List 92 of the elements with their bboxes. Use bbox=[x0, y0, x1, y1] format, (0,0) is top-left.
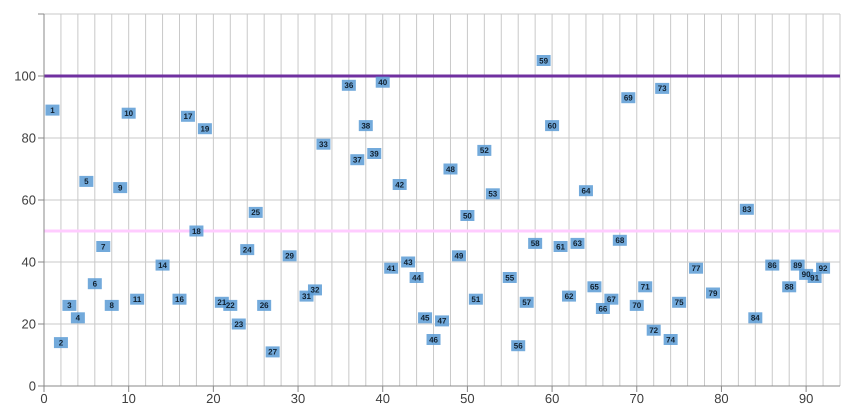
annotation: 32 bbox=[310, 286, 320, 295]
annotation: 61 bbox=[556, 242, 566, 252]
y-tick-label: 60 bbox=[22, 192, 36, 208]
annotation: 7 bbox=[101, 242, 106, 252]
annotation: 62 bbox=[564, 292, 574, 301]
annotation: 89 bbox=[793, 260, 803, 270]
annotation: 46 bbox=[429, 335, 439, 344]
annotation: 14 bbox=[158, 260, 168, 270]
annotation: 86 bbox=[768, 260, 778, 270]
annotation: 68 bbox=[615, 236, 625, 246]
y-tick-label: 20 bbox=[22, 316, 36, 332]
annotation: 23 bbox=[234, 320, 244, 329]
annotation: 19 bbox=[200, 124, 210, 134]
annotation: 9 bbox=[118, 183, 123, 192]
annotation: 10 bbox=[124, 109, 134, 118]
annotation: 71 bbox=[640, 282, 650, 292]
annotation: 1 bbox=[50, 106, 56, 115]
annotation: 37 bbox=[352, 156, 362, 165]
annotation: 24 bbox=[242, 245, 252, 254]
annotation: 47 bbox=[438, 316, 447, 326]
annotation: 22 bbox=[226, 301, 236, 310]
x-tick-label: 40 bbox=[375, 391, 390, 406]
x-tick-label: 90 bbox=[798, 391, 814, 406]
annotation: 79 bbox=[708, 288, 718, 298]
annotation: 8 bbox=[110, 301, 115, 310]
x-tick-label: 20 bbox=[206, 391, 221, 406]
annotation: 72 bbox=[649, 326, 659, 336]
annotation: 38 bbox=[361, 121, 371, 130]
annotation: 53 bbox=[488, 190, 498, 199]
annotation: 67 bbox=[606, 295, 616, 304]
annotation: 40 bbox=[378, 78, 388, 88]
x-tick-label: 0 bbox=[40, 391, 48, 406]
annotation: 73 bbox=[658, 84, 668, 94]
annotation: 21 bbox=[217, 298, 227, 308]
annotation: 70 bbox=[632, 301, 642, 310]
annotation: 4 bbox=[76, 314, 81, 323]
annotation: 41 bbox=[386, 264, 396, 274]
annotation: 39 bbox=[370, 149, 380, 158]
annotation: 75 bbox=[674, 298, 684, 308]
x-tick-label: 10 bbox=[121, 391, 136, 406]
annotation: 58 bbox=[530, 239, 540, 248]
y-tick-label: 40 bbox=[22, 254, 36, 270]
x-tick-label: 70 bbox=[630, 391, 644, 406]
annotation: 69 bbox=[624, 94, 634, 103]
annotation: 11 bbox=[132, 295, 142, 304]
y-tick-label: 0 bbox=[28, 378, 36, 394]
annotation: 49 bbox=[454, 252, 464, 261]
annotation: 26 bbox=[260, 301, 270, 310]
annotation: 16 bbox=[175, 295, 184, 304]
annotation: 31 bbox=[302, 292, 312, 301]
annotation: 74 bbox=[666, 335, 676, 344]
annotation: 18 bbox=[192, 226, 202, 236]
y-tick-label: 100 bbox=[14, 68, 36, 84]
annotation: 29 bbox=[285, 252, 295, 261]
annotation: 33 bbox=[318, 140, 328, 150]
annotation: 88 bbox=[784, 282, 794, 292]
annotation: 52 bbox=[480, 146, 490, 156]
annotation: 90 bbox=[802, 270, 812, 280]
annotation: 92 bbox=[818, 264, 828, 274]
annotation: 44 bbox=[412, 273, 422, 282]
annotation: 17 bbox=[184, 112, 193, 122]
annotation: 64 bbox=[582, 186, 591, 196]
annotation: 66 bbox=[598, 304, 608, 314]
annotation: 42 bbox=[395, 180, 405, 190]
annotation: 60 bbox=[548, 121, 558, 130]
annotation: 59 bbox=[539, 56, 549, 66]
annotation: 63 bbox=[573, 239, 582, 248]
annotation: 55 bbox=[505, 273, 515, 282]
annotation: 48 bbox=[446, 164, 456, 174]
annotation: 83 bbox=[742, 205, 752, 214]
annotation: 5 bbox=[84, 177, 90, 186]
annotation: 45 bbox=[420, 314, 430, 323]
annotation: 27 bbox=[268, 348, 278, 357]
annotation: 77 bbox=[692, 264, 702, 274]
annotation: 3 bbox=[67, 301, 72, 310]
x-tick-label: 60 bbox=[544, 391, 560, 406]
y-tick-label: 80 bbox=[22, 130, 36, 146]
annotation: 56 bbox=[514, 342, 524, 351]
x-tick-label: 30 bbox=[290, 391, 306, 406]
annotation: 43 bbox=[404, 258, 414, 267]
annotation: 91 bbox=[810, 273, 820, 282]
annotation: 6 bbox=[92, 280, 98, 289]
x-tick-label: 80 bbox=[714, 391, 729, 406]
x-tick-label: 50 bbox=[460, 391, 475, 406]
annotation: 57 bbox=[522, 298, 532, 308]
annotation: 36 bbox=[344, 81, 354, 90]
annotation: 50 bbox=[462, 211, 472, 220]
annotation: 25 bbox=[251, 208, 261, 218]
annotation: 2 bbox=[58, 338, 64, 348]
annotation: 84 bbox=[750, 314, 760, 323]
annotation: 51 bbox=[471, 295, 481, 304]
annotation: 65 bbox=[590, 282, 600, 292]
